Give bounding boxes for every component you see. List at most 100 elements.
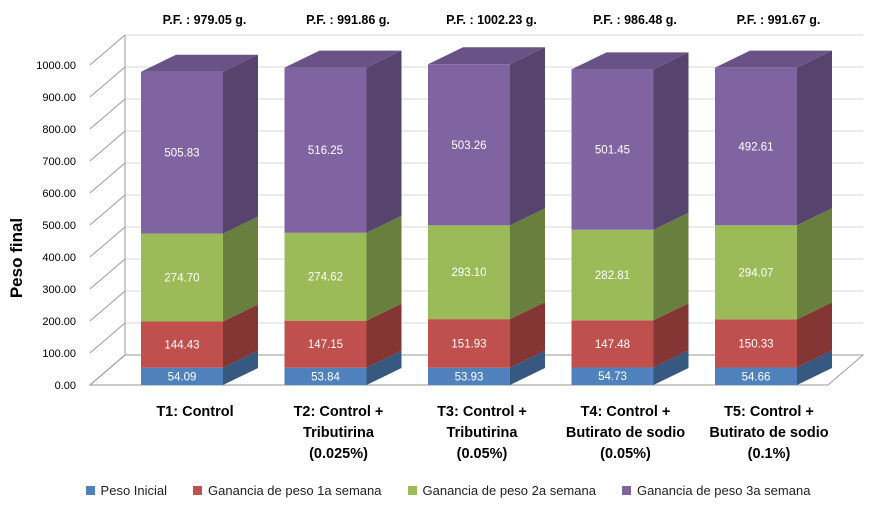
bar-value-label: 144.43 — [164, 340, 199, 352]
legend-label: Ganancia de peso 2a semana — [422, 482, 596, 498]
x-category-label: (0.1%) — [748, 446, 791, 462]
stacked-bar-chart: 0.00 100.00 200.00 300.00 400.00 500.00 600.00… — [7, 13, 865, 462]
x-category-label: Tributirina — [303, 425, 375, 441]
bar-stack — [571, 52, 689, 385]
bar-value-label: 53.84 — [311, 371, 340, 383]
bar-segment-side — [223, 54, 258, 234]
y-tick-label: 200.00 — [42, 316, 76, 328]
bar-segment-side — [366, 50, 402, 233]
bar-value-label: 282.81 — [595, 270, 630, 282]
bar-value-label: 54.66 — [742, 371, 771, 383]
bars-layer — [141, 47, 832, 385]
bar-value-label: 492.61 — [738, 141, 773, 153]
bar-segment-side — [366, 350, 402, 385]
bar-value-label: 150.33 — [738, 338, 773, 350]
bar-value-label: 147.15 — [308, 339, 343, 351]
y-tick-diagonal — [89, 354, 126, 386]
bar-stack — [428, 47, 545, 385]
bar-segment-side — [797, 208, 832, 320]
y-tick-label: 500.00 — [42, 220, 76, 232]
bar-segment-front — [571, 229, 654, 321]
legend-item-ganancia-3a-semana: Ganancia de peso 3a semana — [621, 482, 811, 498]
bar-top-face — [428, 47, 545, 65]
x-category-label: (0.025%) — [309, 446, 368, 462]
bar-segment-front — [715, 67, 797, 226]
y-tick-label: 700.00 — [42, 156, 76, 168]
bar-segment-side — [797, 50, 832, 226]
bar-segment-front — [715, 367, 797, 385]
bar-top-face — [141, 54, 258, 72]
y-tick-diagonal — [89, 98, 126, 130]
bar-segment-front — [428, 319, 510, 368]
bar-stack — [284, 50, 402, 385]
bar-segment-front — [428, 64, 510, 226]
x-category-label: T4: Control + — [581, 404, 671, 420]
bar-total-label: P.F. : 1002.23 g. — [446, 13, 537, 27]
bar-value-label: 293.10 — [451, 267, 486, 279]
x-category-label: (0.05%) — [457, 446, 508, 462]
bar-top-face — [571, 52, 689, 70]
y-tick-diagonal — [89, 130, 126, 162]
legend-label: Peso Inicial — [100, 482, 168, 498]
x-category-label: (0.05%) — [600, 446, 651, 462]
x-category-label: T3: Control + — [437, 404, 527, 420]
bar-segment-side — [510, 302, 545, 368]
bar-segment-front — [571, 367, 654, 385]
legend-label: Ganancia de peso 3a semana — [636, 482, 811, 498]
y-tick-label: 900.00 — [42, 92, 76, 104]
legend-swatch — [85, 485, 95, 495]
bar-segment-side — [510, 208, 545, 320]
bar-segment-front — [141, 367, 223, 385]
bar-value-label: 274.62 — [308, 272, 343, 284]
bar-segment-side — [797, 302, 832, 368]
bar-segment-side — [366, 303, 402, 368]
bar-segment-front — [428, 367, 510, 385]
x-category-label: T2: Control + — [294, 404, 384, 420]
y-tick-label: 400.00 — [42, 252, 76, 264]
bar-value-label: 151.93 — [451, 338, 486, 350]
x-category-label: Tributirina — [447, 425, 519, 441]
y-tick-diagonal — [89, 226, 126, 258]
bar-total-label: P.F. : 991.86 g. — [306, 13, 390, 27]
bar-total-label: P.F. : 979.05 g. — [163, 13, 247, 27]
bar-value-label: 501.45 — [595, 145, 630, 157]
bar-segment-front — [715, 319, 797, 368]
y-tick-label: 300.00 — [42, 284, 76, 296]
bar-stack — [715, 50, 832, 385]
bar-segment-side — [797, 350, 832, 385]
legend-swatch — [193, 485, 203, 495]
y-tick-diagonal — [89, 162, 126, 194]
bar-top-face — [715, 50, 832, 68]
bar-segment-front — [428, 225, 510, 320]
bar-segment-side — [510, 47, 545, 226]
legend-swatch — [407, 485, 417, 495]
bar-segment-side — [510, 350, 545, 385]
bar-segment-front — [141, 321, 223, 368]
bar-segment-side — [223, 350, 258, 385]
y-tick-diagonal — [89, 34, 126, 66]
y-tick-label: 800.00 — [42, 124, 76, 136]
legend-label: Ganancia de peso 1a semana — [208, 482, 382, 498]
bar-value-label: 516.25 — [308, 145, 343, 157]
y-tick-diagonal — [89, 322, 126, 354]
bar-segment-side — [653, 303, 689, 368]
bar-value-label: 54.09 — [168, 371, 197, 383]
y-tick-label: 600.00 — [42, 188, 76, 200]
x-category-label: Butirato de sodio — [566, 425, 685, 441]
y-tick-diagonal — [89, 258, 126, 290]
bar-value-label: 505.83 — [164, 148, 199, 160]
legend-item-peso-inicial: Peso Inicial — [85, 482, 168, 498]
bar-value-label: 274.70 — [164, 273, 199, 285]
legend-item-ganancia-1a-semana: Ganancia de peso 1a semana — [193, 482, 382, 498]
bar-stack — [141, 54, 258, 385]
bar-segment-front — [571, 69, 654, 230]
bar-segment-front — [284, 232, 367, 321]
legend: Peso Inicial Ganancia de peso 1a semana … — [0, 478, 896, 502]
bar-segment-side — [653, 52, 689, 230]
y-tick-label: 1000.00 — [36, 60, 76, 72]
bar-segment-side — [653, 212, 689, 321]
bar-top-face — [284, 50, 402, 68]
bar-segment-front — [284, 367, 367, 385]
bar-segment-front — [571, 320, 654, 368]
bar-segment-side — [366, 215, 402, 321]
